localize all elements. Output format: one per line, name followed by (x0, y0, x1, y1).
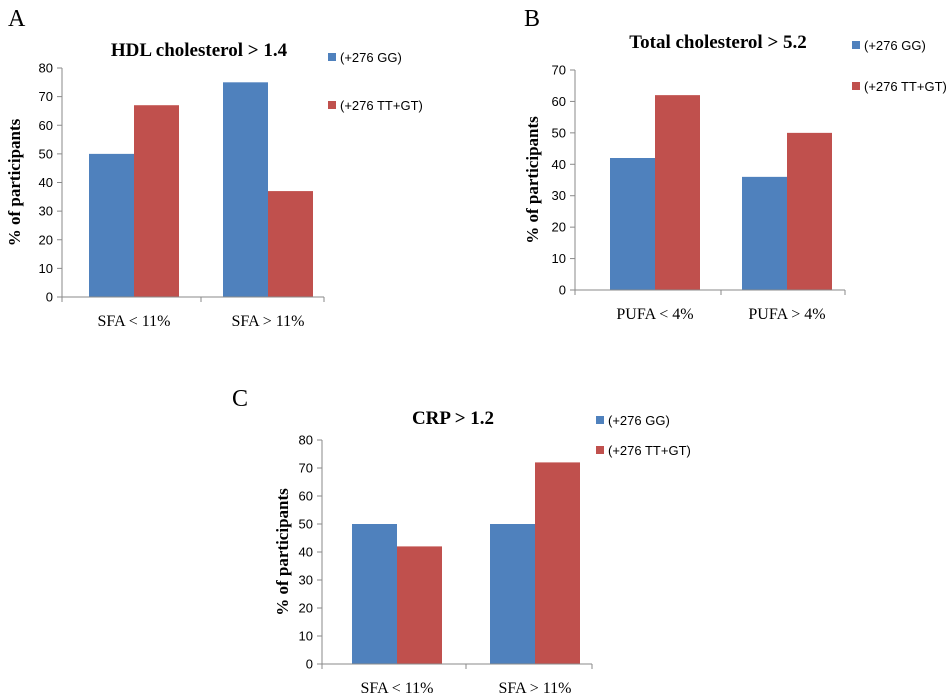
bar-gg-1 (89, 153, 134, 297)
y-tick-label: 50 (299, 517, 313, 532)
y-tick-label: 40 (39, 175, 53, 190)
bar-tt-gt-1 (655, 95, 700, 291)
chart-panel-a: A HDL cholesterol > 1.4 % of participants 0… (5, 6, 423, 330)
bar-gg-2 (742, 176, 787, 290)
y-tick-label: 10 (552, 251, 566, 266)
bar-tt-gt-2 (268, 191, 313, 297)
y-tick-label: 20 (299, 601, 313, 616)
legend-label: (+276 TT+GT) (340, 98, 423, 113)
x-tick-label: PUFA < 4% (616, 306, 693, 323)
legend-swatch (596, 446, 604, 454)
panel-letter: A (8, 6, 26, 32)
y-tick-label: 20 (552, 220, 566, 235)
y-tick-label: 80 (39, 61, 53, 76)
bar-gg-1 (610, 158, 655, 290)
y-tick-label: 60 (299, 489, 313, 504)
chart-panel-c: C CRP > 1.2 % of participants 0 10 20 30 40 50 60… (232, 386, 691, 697)
y-tick-label: 0 (306, 657, 313, 672)
bar-tt-gt-2 (787, 132, 832, 290)
y-tick-label: 50 (39, 146, 53, 161)
bar-gg-2 (490, 524, 535, 664)
y-tick-label: 60 (39, 118, 53, 133)
legend-label: (+276 GG) (864, 38, 926, 53)
bar-tt-gt-2 (535, 462, 580, 664)
y-tick-label: 20 (39, 232, 53, 247)
x-tick-label: SFA > 11% (231, 313, 304, 330)
legend-label: (+276 GG) (340, 50, 402, 65)
chart-panel-b: B Total cholesterol > 5.2 % of participant… (523, 6, 947, 323)
chart-title: CRP > 1.2 (412, 408, 494, 429)
y-tick-label: 0 (559, 283, 566, 298)
x-tick-label: PUFA > 4% (748, 306, 825, 323)
y-axis-label: % of participants (5, 118, 24, 246)
y-axis-label: % of participants (523, 116, 542, 244)
y-tick-label: 50 (552, 125, 566, 140)
chart-title: HDL cholesterol > 1.4 (111, 40, 288, 61)
legend-swatch (852, 82, 860, 90)
panel-letter: B (524, 6, 540, 32)
y-tick-label: 10 (39, 261, 53, 276)
x-tick-label: SFA > 11% (498, 680, 571, 697)
bar-gg-1 (352, 524, 397, 664)
y-tick-label: 40 (299, 545, 313, 560)
y-tick-label: 70 (552, 63, 566, 78)
bar-tt-gt-1 (397, 546, 442, 664)
x-tick-label: SFA < 11% (97, 313, 170, 330)
y-tick-label: 60 (552, 94, 566, 109)
y-tick-label: 30 (39, 204, 53, 219)
y-tick-label: 0 (46, 290, 53, 305)
legend-label: (+276 TT+GT) (608, 443, 691, 458)
chart-title: Total cholesterol > 5.2 (629, 32, 807, 53)
y-tick-label: 70 (39, 89, 53, 104)
bar-gg-2 (223, 82, 268, 297)
y-tick-label: 40 (552, 157, 566, 172)
y-tick-label: 70 (299, 461, 313, 476)
panel-letter: C (232, 386, 248, 412)
y-tick-label: 30 (552, 188, 566, 203)
y-tick-label: 10 (299, 629, 313, 644)
bar-tt-gt-1 (134, 105, 179, 298)
y-axis-label: % of participants (273, 488, 292, 616)
legend-swatch (328, 101, 336, 109)
legend-label: (+276 TT+GT) (864, 79, 947, 94)
y-tick-label: 30 (299, 573, 313, 588)
y-tick-label: 80 (299, 433, 313, 448)
legend-swatch (328, 53, 336, 61)
legend-swatch (852, 41, 860, 49)
legend-label: (+276 GG) (608, 413, 670, 428)
x-tick-label: SFA < 11% (360, 680, 433, 697)
legend-swatch (596, 416, 604, 424)
